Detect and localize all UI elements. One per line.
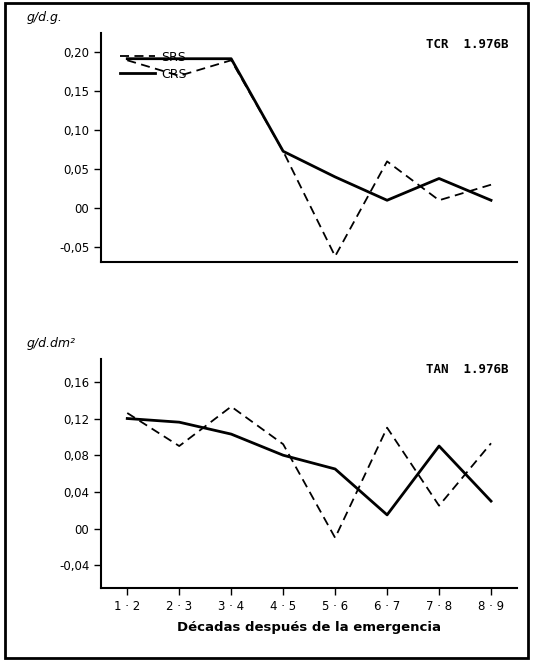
Text: TCR  1.976B: TCR 1.976B <box>426 38 508 51</box>
Legend: SRS, CRS: SRS, CRS <box>120 51 187 81</box>
Text: g/d.dm²: g/d.dm² <box>27 336 76 350</box>
Text: g/d.g.: g/d.g. <box>27 11 62 24</box>
Text: TAN  1.976B: TAN 1.976B <box>426 364 508 377</box>
X-axis label: Décadas después de la emergencia: Décadas después de la emergencia <box>177 621 441 635</box>
